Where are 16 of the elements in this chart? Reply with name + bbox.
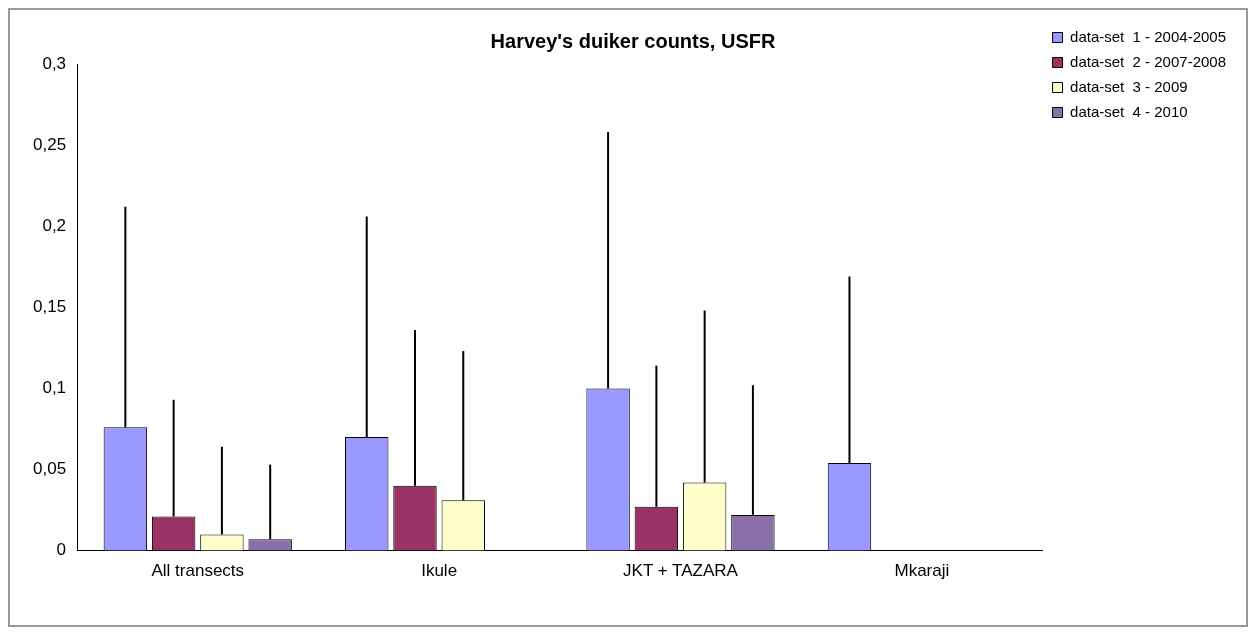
legend-label: data-set 4 - 2010	[1070, 102, 1188, 120]
x-tick-label: All transects	[151, 561, 245, 581]
y-tick-label: 0	[56, 540, 67, 560]
chart-title: Harvey's duiker counts, USFR	[490, 29, 776, 52]
x-tick-label: Ikule	[421, 561, 458, 581]
legend-label: data-set 1 - 2004-2005	[1070, 27, 1227, 45]
y-tick-label: 0,3	[42, 53, 67, 73]
x-tick-label: Mkaraji	[894, 561, 950, 581]
legend-label: data-set 3 - 2009	[1070, 77, 1188, 95]
x-tick-label: JKT + TAZARA	[623, 561, 739, 581]
y-tick-label: 0,1	[42, 378, 67, 398]
y-tick-label: 0,05	[32, 459, 67, 479]
y-tick-label: 0,15	[32, 296, 67, 316]
legend-label: data-set 2 - 2007-2008	[1070, 52, 1227, 70]
y-tick-label: 0,25	[32, 134, 67, 154]
y-tick-label: 0,2	[42, 215, 67, 235]
